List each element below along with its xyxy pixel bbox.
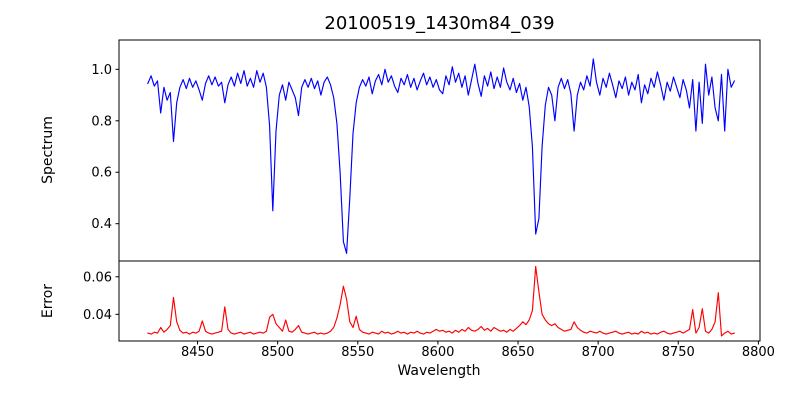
y-tick-label: 0.06 <box>83 270 112 285</box>
x-tick-label: 8500 <box>261 345 294 360</box>
y-tick-label: 0.04 <box>83 308 112 323</box>
y-tick-label: 1.0 <box>91 63 112 78</box>
spectrum-y-axis-label: Spectrum <box>40 116 56 184</box>
x-tick-label: 8750 <box>662 345 695 360</box>
y-tick-label: 0.8 <box>91 114 112 129</box>
x-tick-label: 8600 <box>421 345 454 360</box>
error-panel-frame <box>118 260 761 342</box>
spectrum-y-ticks: 0.4 0.6 0.8 1.0 <box>91 63 119 232</box>
x-ticks: 8450 8500 8550 8600 8650 8700 8750 8800 <box>181 341 775 360</box>
error-panel: 0.04 0.06 8450 8500 8550 8600 8650 8700 8750 880… <box>83 260 775 360</box>
spectrum-line <box>147 58 735 254</box>
x-axis-label: Wavelength <box>397 363 481 379</box>
x-tick-label: 8550 <box>341 345 374 360</box>
x-tick-label: 8650 <box>501 345 534 360</box>
x-tick-label: 8700 <box>582 345 615 360</box>
spectrum-panel: 0.4 0.6 0.8 1.0 <box>91 39 761 262</box>
y-tick-label: 0.4 <box>91 217 112 232</box>
error-y-axis-label: Error <box>40 283 56 319</box>
y-tick-label: 0.6 <box>91 166 112 181</box>
spectrum-panel-frame <box>118 39 761 262</box>
error-y-ticks: 0.04 0.06 <box>83 270 119 323</box>
error-line <box>147 265 735 337</box>
x-tick-label: 8450 <box>181 345 214 360</box>
x-tick-label: 8800 <box>742 345 775 360</box>
chart-title: 20100519_1430m84_039 <box>324 13 555 34</box>
